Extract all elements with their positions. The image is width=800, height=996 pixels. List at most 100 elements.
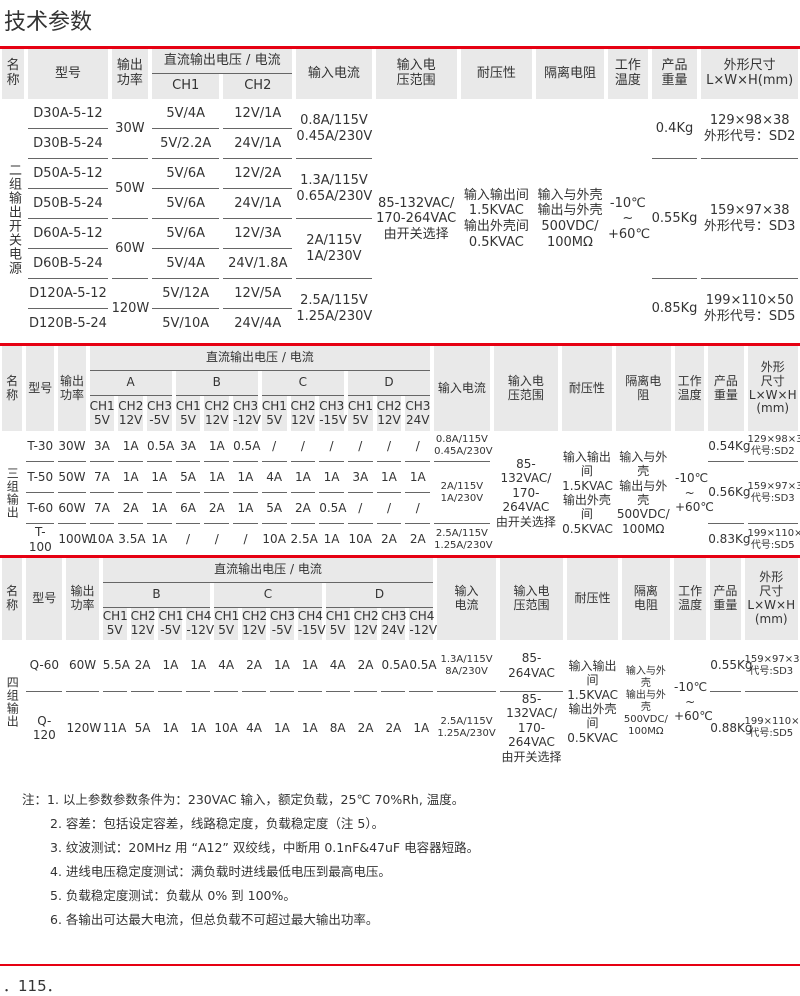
model: T-60 bbox=[26, 493, 55, 524]
channel-value: 1A bbox=[147, 462, 172, 493]
power: 50W bbox=[58, 462, 86, 493]
header-size: 外形 尺寸 L×W×H (mm) bbox=[744, 558, 798, 640]
header-channel: CH2 12V bbox=[353, 608, 379, 640]
note-2: 2. 容差：包括设定容差，线路稳定度，负载稳定度（注 5）。 bbox=[50, 816, 385, 831]
page-title: 技术参数 bbox=[4, 10, 93, 35]
size: 199×110×50 外形代号：SD5 bbox=[703, 293, 796, 324]
isolation: 输入与外壳 输出与外壳 500VDC/ 100MΩ bbox=[623, 665, 668, 737]
withstand: 输入输出间 1.5KVAC 输出外壳间 0.5KVAC bbox=[567, 658, 619, 745]
header-channel: CH2 12V bbox=[204, 396, 229, 431]
header-channel: CH2 12V bbox=[130, 608, 156, 640]
channel-value: 1A bbox=[233, 462, 258, 493]
header-group: A bbox=[89, 371, 172, 396]
channel-value: 0.5A bbox=[233, 431, 260, 462]
header-input-current: 输入电流 bbox=[296, 49, 372, 99]
channel-value: 4A bbox=[214, 640, 239, 692]
ch1-value: 5V/6A bbox=[152, 189, 220, 219]
channel-value: / bbox=[347, 431, 373, 462]
channel-value: 2A bbox=[385, 720, 402, 735]
channel-value: 1A bbox=[290, 462, 316, 493]
channel-value: 10A bbox=[90, 532, 114, 547]
channel-value: / bbox=[214, 532, 219, 547]
power: 30W bbox=[58, 431, 86, 462]
channel-value: / bbox=[376, 493, 402, 524]
power: 50W bbox=[111, 159, 149, 219]
header-channel: CH2 12V bbox=[118, 396, 143, 431]
header-name: 名 称 bbox=[2, 346, 23, 431]
input-current: 2.5A/115V 1.25A/230V bbox=[434, 527, 493, 551]
header-channel: CH3 -5V bbox=[147, 396, 172, 431]
channel-value: 3.5A bbox=[118, 532, 146, 547]
channel-value: 5A bbox=[134, 720, 151, 735]
channel-value: 2A bbox=[381, 532, 397, 547]
header-size: 外形 尺寸 L×W×H (mm) bbox=[747, 346, 798, 431]
size: 129×98×38 代号:SD2 bbox=[747, 431, 800, 462]
channel-value: 1A bbox=[204, 431, 230, 462]
header-weight: 产品 重量 bbox=[708, 346, 744, 431]
header-group: B bbox=[175, 371, 258, 396]
channel-value: 1A bbox=[297, 640, 322, 692]
power: 60W bbox=[111, 219, 149, 279]
channel-value: 6A bbox=[175, 493, 201, 524]
header-channel: CH1 5V bbox=[102, 608, 128, 640]
size: 159×97×38 外形代号：SD3 bbox=[701, 159, 798, 279]
header-channel: CH4 -12V bbox=[409, 608, 437, 640]
channel-value: / bbox=[186, 532, 191, 547]
temp: -10℃ ~ +60℃ bbox=[674, 680, 713, 724]
weight: 0.83Kg bbox=[708, 532, 751, 547]
header-channel: CH2 12V bbox=[290, 396, 316, 431]
channel-value: 1A bbox=[151, 532, 168, 547]
channel-value: 3A bbox=[175, 431, 201, 462]
channel-value: 1A bbox=[158, 640, 183, 692]
header-withstand: 耐压性 bbox=[460, 49, 532, 99]
header-temp: 工作 温度 bbox=[674, 558, 707, 640]
header-channel: CH1 5V bbox=[261, 396, 287, 431]
power: 60W bbox=[66, 640, 99, 692]
model: D60B-5-24 bbox=[28, 249, 108, 279]
channel-value: 10A bbox=[348, 532, 373, 547]
model: Q-120 bbox=[32, 713, 56, 742]
header-power: 输出 功率 bbox=[66, 558, 99, 640]
channel-value: 3A bbox=[89, 431, 115, 462]
header-channel: CH3 24V bbox=[381, 608, 406, 640]
weight: 0.55Kg bbox=[651, 159, 697, 279]
note-1: 注：1. 以上参数参数条件为：230VAC 输入，额定负载，25℃ 70%Rh,… bbox=[22, 792, 465, 807]
channel-value: 5A bbox=[175, 462, 201, 493]
weight: 0.85Kg bbox=[651, 301, 698, 317]
header-input-current: 输入 电流 bbox=[437, 558, 496, 640]
header-dc-output: 直流输出电压 / 电流 bbox=[152, 49, 293, 74]
model: D50B-5-24 bbox=[28, 189, 108, 219]
input-current: 0.8A/115V 0.45A/230V bbox=[296, 99, 372, 159]
channel-value: 1A bbox=[118, 431, 143, 462]
header-input-range: 输入电 压范围 bbox=[493, 346, 559, 431]
header-model: 型号 bbox=[26, 346, 55, 431]
header-group: C bbox=[261, 371, 344, 396]
header-input-range: 输入电 压范围 bbox=[375, 49, 457, 99]
header-isolation: 隔离电 阻 bbox=[615, 346, 671, 431]
model: Q-60 bbox=[26, 640, 63, 692]
power: 120W bbox=[111, 301, 150, 317]
channel-value: 1A bbox=[301, 720, 318, 735]
channel-value: 2A bbox=[290, 493, 316, 524]
input-range: 85-132VAC/ 170-264VAC 由开关选择 bbox=[376, 195, 457, 242]
temp: -10℃ ~ +60℃ bbox=[608, 195, 651, 242]
header-dc-output: 直流输出电压 / 电流 bbox=[89, 346, 431, 371]
model: T-50 bbox=[26, 462, 55, 493]
header-group: C bbox=[214, 583, 322, 608]
temp: -10℃ ~ +60℃ bbox=[675, 471, 714, 515]
three-output-spec-table-wrap: 名 称型号 输出 功率 直流输出电压 / 电流 输入电流 输入电 压范围 耐压性 隔离电 阻… bbox=[0, 343, 800, 555]
channel-value: 7A bbox=[89, 493, 115, 524]
size: 129×98×38 外形代号：SD2 bbox=[701, 99, 798, 159]
channel-value: 1A bbox=[186, 640, 211, 692]
channel-value: 2A bbox=[204, 493, 230, 524]
ch1-value: 5V/2.2A bbox=[152, 129, 220, 159]
table-row: T-60 60W 7A 2A 1A 6A 2A 1A 5A 2A 0.5A / / / bbox=[2, 493, 798, 524]
weight: 0.4Kg bbox=[651, 99, 698, 159]
header-channel: CH3 -15V bbox=[319, 396, 347, 431]
header-temp: 工作 温度 bbox=[675, 346, 705, 431]
channel-value: 8A bbox=[329, 720, 346, 735]
header-withstand: 耐压性 bbox=[567, 558, 618, 640]
header-channel: CH2 12V bbox=[376, 396, 402, 431]
table-row: D30B-5-24 5V/2.2A 24V/1A bbox=[2, 129, 798, 159]
table-row: D60A-5-12 60W 5V/6A 12V/3A 2A/115V 1A/230V bbox=[2, 219, 798, 279]
